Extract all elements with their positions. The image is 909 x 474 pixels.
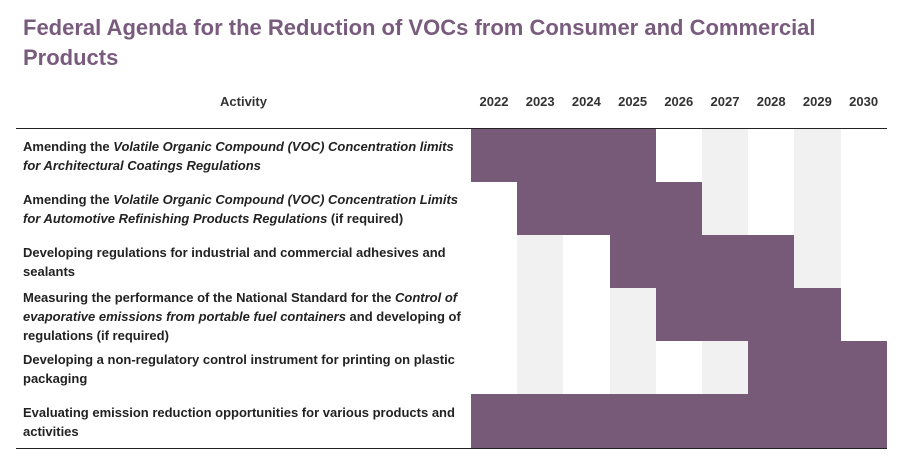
timeline-bar (471, 394, 887, 448)
timeline-bar (517, 182, 702, 235)
year-header-2025: 2025 (618, 94, 648, 109)
activity-label: Measuring the performance of the Nationa… (23, 288, 469, 345)
activity-label-segment: Volatile Organic Compound (VOC) Concentr… (23, 192, 459, 226)
activity-label-segment: Developing a non-regulatory control inst… (23, 352, 455, 386)
activity-label: Developing regulations for industrial an… (23, 243, 469, 281)
activity-label: Amending the Volatile Organic Compound (… (23, 190, 469, 228)
activity-label-segment: Developing regulations for industrial an… (23, 245, 446, 279)
activity-label-segment: Evaluating emission reduction opportunit… (23, 405, 455, 439)
year-header-2024: 2024 (571, 94, 601, 109)
year-header-2030: 2030 (849, 94, 879, 109)
year-header-2026: 2026 (664, 94, 694, 109)
activity-label-segment: Amending the (23, 139, 114, 154)
activity-label: Evaluating emission reduction opportunit… (23, 403, 469, 441)
activity-label-segment: Control of evaporative emissions from po… (23, 290, 458, 324)
timeline-bar (609, 235, 795, 288)
activity-label-segment: Volatile Organic Compound (VOC) Concentr… (23, 139, 454, 173)
page-title: Federal Agenda for the Reduction of VOCs… (23, 15, 816, 70)
activity-label: Developing a non-regulatory control inst… (23, 350, 469, 388)
year-header-2022: 2022 (479, 94, 509, 109)
activity-label-segment: Measuring the performance of the Nationa… (23, 290, 395, 305)
year-header-2023: 2023 (525, 94, 555, 109)
timeline-bar (748, 341, 887, 394)
table-top-rule (16, 128, 887, 129)
year-header-2029: 2029 (802, 94, 832, 109)
timeline-bar (655, 288, 841, 341)
activity-label-segment: and developing of regulations (if requir… (23, 309, 461, 343)
activity-label-segment: Amending the (23, 192, 114, 207)
timeline-bar (471, 129, 656, 182)
year-header-2027: 2027 (710, 94, 740, 109)
activity-label-segment: (if required) (327, 211, 404, 226)
year-header-2028: 2028 (756, 94, 786, 109)
table-bottom-rule (16, 448, 887, 449)
activity-column-header: Activity (220, 94, 267, 109)
activity-label: Amending the Volatile Organic Compound (… (23, 137, 469, 175)
